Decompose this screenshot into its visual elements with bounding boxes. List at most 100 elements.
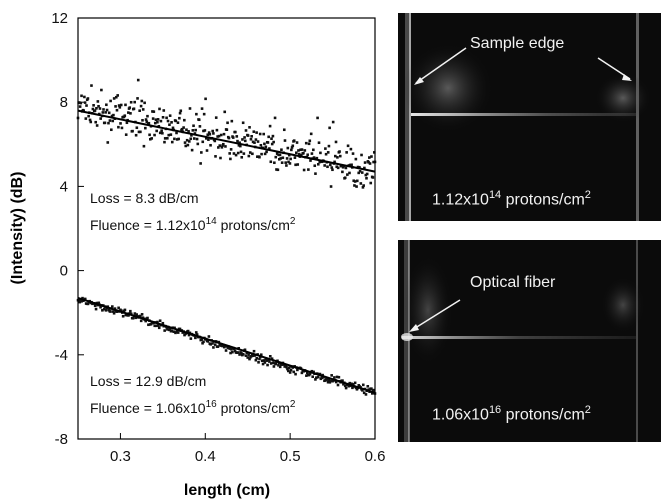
data-point (286, 146, 290, 150)
data-point (292, 370, 296, 374)
data-point (243, 139, 247, 143)
data-point (272, 365, 276, 368)
data-point (146, 316, 149, 320)
data-point (288, 371, 292, 374)
data-point (150, 137, 154, 140)
data-point (156, 118, 160, 121)
data-point (278, 153, 282, 157)
fluence-annotation-bottom: Fluence = 1.06x1016 protons/cm2 (90, 399, 296, 416)
data-point (251, 152, 254, 156)
data-point (252, 130, 256, 133)
data-point (329, 379, 333, 383)
data-point (202, 340, 205, 344)
data-point (309, 132, 313, 136)
x-tick-label: 0.3 (110, 448, 131, 465)
data-point (214, 116, 218, 119)
fluence-label-top-unit: protons/cm (505, 191, 585, 209)
data-point (177, 137, 180, 141)
data-point (351, 386, 354, 390)
data-point (129, 312, 133, 316)
data-point (92, 104, 95, 107)
data-point (111, 310, 115, 313)
data-point (364, 173, 368, 177)
data-point (188, 107, 192, 110)
data-point (283, 139, 287, 142)
data-point (107, 121, 110, 125)
data-point (209, 343, 213, 346)
data-point (268, 360, 271, 363)
data-point (241, 138, 244, 141)
data-point (151, 117, 155, 120)
fluence-label-top: 1.12x1014 protons/cm2 (432, 189, 591, 209)
data-point (182, 126, 185, 129)
data-point (216, 135, 219, 138)
data-point (300, 371, 304, 375)
data-point (175, 138, 179, 141)
data-point (111, 119, 115, 123)
fluence-label-bottom-exp: 16 (488, 404, 502, 416)
data-point (330, 166, 334, 169)
data-point (314, 378, 317, 381)
data-point (287, 369, 290, 373)
data-point (287, 160, 290, 164)
data-point (268, 147, 271, 150)
data-point (178, 327, 182, 331)
data-point (355, 179, 359, 183)
data-point (129, 112, 132, 115)
data-point (352, 179, 356, 183)
data-point (328, 126, 331, 130)
data-point (113, 307, 117, 310)
data-point (254, 138, 258, 141)
data-point (134, 133, 138, 137)
data-point (263, 361, 267, 364)
data-point (274, 155, 278, 159)
data-point (225, 128, 229, 131)
data-point (198, 125, 202, 128)
data-point (296, 368, 299, 372)
data-point (103, 121, 107, 125)
fluence-label-top-unit-exp: 2 (584, 189, 591, 201)
data-point (117, 104, 121, 107)
data-point (166, 119, 170, 123)
data-point (112, 97, 116, 100)
data-point (207, 138, 210, 141)
data-point (147, 323, 150, 327)
data-point (305, 371, 309, 375)
data-point (194, 128, 197, 132)
data-point (89, 120, 93, 124)
data-point (204, 137, 208, 140)
data-point (333, 160, 336, 164)
data-point (361, 389, 364, 392)
sample-edge-right (636, 240, 638, 442)
data-point (284, 161, 287, 164)
data-point (99, 305, 102, 309)
data-point (97, 301, 101, 305)
sample-edge-arrowhead-right (622, 74, 632, 81)
data-point (104, 309, 108, 312)
data-point (163, 137, 167, 140)
data-point (236, 139, 239, 143)
data-point (99, 117, 102, 120)
data-point (348, 171, 351, 175)
data-point (265, 359, 268, 362)
data-point (268, 355, 272, 358)
data-point (144, 126, 147, 130)
data-point (100, 88, 103, 92)
data-point (248, 357, 251, 361)
data-point (255, 131, 258, 134)
data-point (280, 161, 284, 164)
data-point (201, 341, 204, 345)
data-point (91, 107, 95, 111)
data-point (200, 151, 203, 154)
data-point (206, 133, 210, 137)
data-point (333, 376, 336, 379)
data-point (280, 363, 284, 366)
scatter-glow-right (601, 277, 645, 333)
data-point (326, 165, 329, 169)
data-point (140, 99, 144, 103)
data-point (83, 101, 87, 104)
data-point (90, 84, 93, 87)
data-point (240, 351, 243, 355)
data-point (192, 124, 195, 128)
fluence-annotation-top: Fluence = 1.12x1014 protons/cm2 (90, 216, 296, 233)
